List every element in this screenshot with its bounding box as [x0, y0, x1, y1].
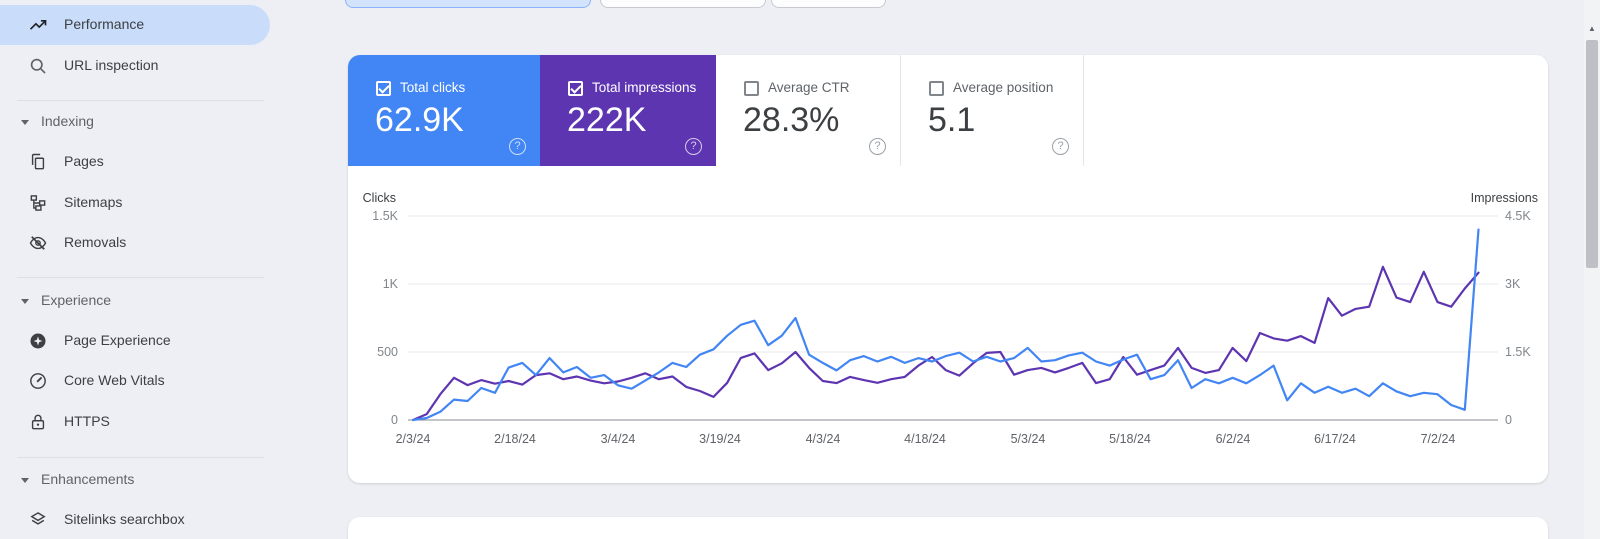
impressions-series-line [411, 265, 1480, 422]
right-axis-title: Impressions [1470, 191, 1538, 205]
clicks-impressions-chart[interactable] [408, 205, 1498, 423]
vertical-scrollbar[interactable]: ▲ [1584, 0, 1600, 539]
sidebar-item-label: Sitemaps [64, 194, 123, 210]
checkbox-icon[interactable] [929, 81, 944, 96]
sidebar-divider [17, 100, 264, 101]
sidebar-item-sitelinks-searchbox[interactable]: Sitelinks searchbox [0, 500, 270, 539]
speedometer-icon [28, 371, 48, 391]
pages-icon [28, 152, 48, 172]
help-icon[interactable]: ? [1052, 138, 1069, 155]
filter-chip-date[interactable] [600, 0, 766, 8]
right-axis-tick: 0 [1505, 413, 1512, 427]
left-axis-tick: 1.5K [372, 209, 398, 223]
sidebar-item-label: HTTPS [64, 413, 110, 429]
trending-up-icon [28, 15, 48, 35]
right-axis-tick: 1.5K [1505, 345, 1531, 359]
sidebar-group-indexing[interactable]: Indexing [0, 110, 270, 132]
sidebar-item-performance[interactable]: Performance [0, 5, 270, 45]
sidebar-item-sitemaps[interactable]: Sitemaps [0, 183, 270, 223]
sidebar-group-label: Enhancements [41, 471, 135, 487]
sidebar-item-label: Removals [64, 234, 127, 250]
x-axis-tick: 3/4/24 [600, 432, 636, 446]
sidebar-item-pages[interactable]: Pages [0, 142, 270, 182]
x-axis-tick: 5/18/24 [1109, 432, 1151, 446]
sidebar-group-enhancements[interactable]: Enhancements [0, 468, 270, 490]
left-axis-tick: 0 [391, 413, 398, 427]
sidebar-item-label: Core Web Vitals [64, 372, 165, 388]
filter-chip-search-type[interactable] [345, 0, 591, 8]
left-axis-tick: 500 [377, 345, 398, 359]
sidebar-item-core-web-vitals[interactable]: Core Web Vitals [0, 361, 270, 401]
sidebar-item-page-experience[interactable]: Page Experience [0, 321, 270, 361]
checkbox-checked-icon[interactable] [568, 81, 583, 96]
metric-value: 62.9K [375, 101, 464, 139]
scrollbar-thumb[interactable] [1586, 40, 1598, 268]
x-axis-tick: 2/18/24 [494, 432, 536, 446]
secondary-card [348, 517, 1548, 539]
page-experience-icon [28, 331, 48, 351]
sitemap-icon [28, 193, 48, 213]
scroll-up-arrow-icon[interactable]: ▲ [1588, 24, 1596, 33]
metric-label: Total impressions [592, 80, 697, 95]
sidebar-item-url-inspection[interactable]: URL inspection [0, 46, 270, 86]
x-axis-tick: 7/2/24 [1420, 432, 1456, 446]
left-axis-tick: 1K [382, 277, 398, 291]
x-axis-tick: 4/18/24 [904, 432, 946, 446]
sidebar-item-label: Sitelinks searchbox [64, 511, 185, 527]
performance-card: Total clicks 62.9K ? Total impressions 2… [348, 55, 1548, 483]
metric-label: Total clicks [400, 80, 466, 95]
sidebar-item-removals[interactable]: Removals [0, 223, 270, 263]
eye-off-icon [28, 233, 48, 253]
sidebar-item-label: Page Experience [64, 332, 171, 348]
filter-chip-new[interactable] [771, 0, 886, 8]
help-icon[interactable]: ? [869, 138, 886, 155]
sidebar-group-label: Experience [41, 292, 112, 308]
sidebar: Performance URL inspection Indexing Page… [0, 0, 280, 539]
right-axis-tick: 3K [1505, 277, 1521, 291]
metric-label: Average position [953, 80, 1054, 95]
sidebar-group-experience[interactable]: Experience [0, 289, 270, 311]
sidebar-item-label: Pages [64, 153, 104, 169]
x-axis-tick: 5/3/24 [1010, 432, 1046, 446]
metric-tile-average-ctr[interactable]: Average CTR 28.3% ? [716, 55, 900, 166]
sidebar-divider [17, 277, 264, 278]
search-icon [28, 56, 48, 76]
sidebar-group-label: Indexing [41, 113, 94, 129]
sidebar-item-label: URL inspection [64, 57, 159, 73]
clicks-series-line [411, 228, 1480, 422]
metric-label: Average CTR [768, 80, 850, 95]
sidebar-item-https[interactable]: HTTPS [0, 402, 270, 442]
lock-icon [28, 412, 48, 432]
x-axis-tick: 6/17/24 [1314, 432, 1356, 446]
layers-icon [28, 510, 48, 530]
metric-tile-total-clicks[interactable]: Total clicks 62.9K ? [348, 55, 540, 166]
x-axis-tick: 4/3/24 [805, 432, 841, 446]
metric-value: 5.1 [928, 101, 976, 139]
help-icon[interactable]: ? [685, 138, 702, 155]
checkbox-checked-icon[interactable] [376, 81, 391, 96]
checkbox-icon[interactable] [744, 81, 759, 96]
sidebar-item-label: Performance [64, 16, 145, 32]
x-axis-tick: 6/2/24 [1215, 432, 1251, 446]
chevron-down-icon [20, 296, 30, 306]
x-axis-tick: 2/3/24 [395, 432, 431, 446]
metric-value: 28.3% [743, 101, 840, 139]
sidebar-divider [17, 457, 264, 458]
metric-tile-total-impressions[interactable]: Total impressions 222K ? [540, 55, 716, 166]
left-axis-title: Clicks [362, 191, 396, 205]
metric-tile-average-position[interactable]: Average position 5.1 ? [900, 55, 1084, 166]
right-axis-tick: 4.5K [1505, 209, 1531, 223]
chevron-down-icon [20, 475, 30, 485]
x-axis-tick: 3/19/24 [699, 432, 741, 446]
chevron-down-icon [20, 117, 30, 127]
help-icon[interactable]: ? [509, 138, 526, 155]
metric-value: 222K [567, 101, 647, 139]
